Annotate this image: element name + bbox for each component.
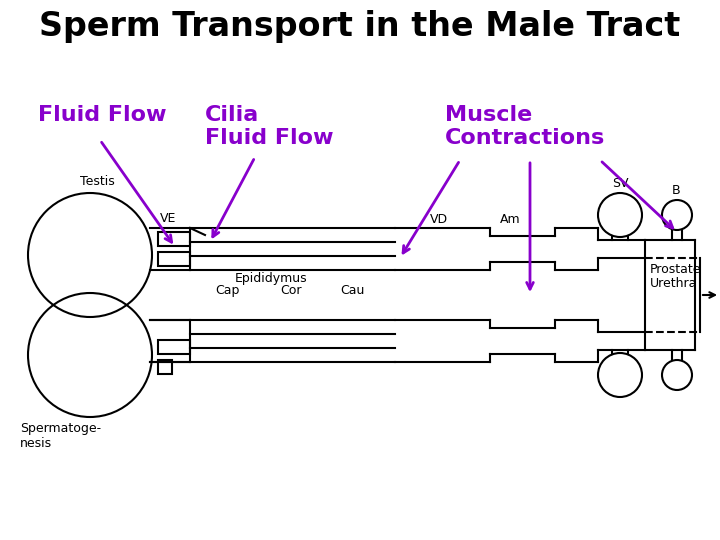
- Text: Spermatoge-
nesis: Spermatoge- nesis: [20, 422, 101, 450]
- Text: Cap: Cap: [215, 284, 239, 297]
- Bar: [158, 340, 190, 354]
- Text: Urethra: Urethra: [650, 277, 698, 290]
- Text: Cor: Cor: [280, 284, 302, 297]
- Text: Muscle
Contractions: Muscle Contractions: [445, 105, 606, 148]
- Text: Sperm Transport in the Male Tract: Sperm Transport in the Male Tract: [40, 10, 680, 43]
- Text: Am: Am: [500, 213, 521, 226]
- Text: Cilia
Fluid Flow: Cilia Fluid Flow: [205, 105, 333, 148]
- Bar: [158, 252, 190, 266]
- Bar: [158, 232, 190, 246]
- Bar: [158, 360, 172, 374]
- Text: Cau: Cau: [340, 284, 364, 297]
- Text: VE: VE: [160, 212, 176, 225]
- Text: Prostate: Prostate: [650, 263, 701, 276]
- Text: B: B: [672, 184, 680, 197]
- Text: VD: VD: [430, 213, 448, 226]
- Text: SV: SV: [612, 177, 629, 190]
- Text: Epididymus: Epididymus: [235, 272, 307, 285]
- Text: Testis: Testis: [80, 175, 114, 188]
- Text: Fluid Flow: Fluid Flow: [38, 105, 166, 125]
